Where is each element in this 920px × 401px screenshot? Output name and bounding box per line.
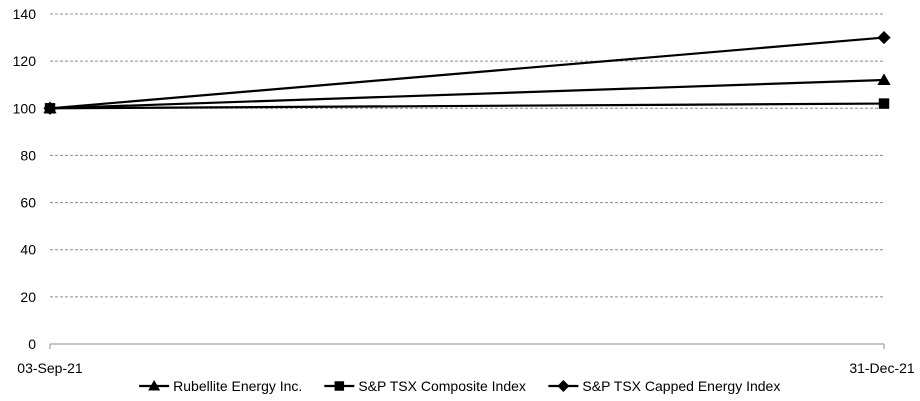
y-tick-label: 40 xyxy=(20,242,36,258)
y-tick-label: 120 xyxy=(13,53,37,69)
y-tick-label: 0 xyxy=(28,336,36,352)
y-tick-label: 80 xyxy=(20,147,36,163)
y-tick-labels: 0 20 40 60 80 100 120 140 xyxy=(13,6,37,352)
legend-marker-diamond xyxy=(557,380,570,392)
series-line xyxy=(49,36,885,110)
x-tick-label: 03-Sep-21 xyxy=(17,360,83,376)
legend: Rubellite Energy Inc. S&P TSX Composite I… xyxy=(139,378,780,394)
series-2 xyxy=(44,98,890,114)
legend-item-3: S&P TSX Capped Energy Index xyxy=(548,378,780,394)
series-line xyxy=(49,78,885,110)
legend-label: S&P TSX Capped Energy Index xyxy=(582,378,780,394)
legend-item-1: Rubellite Energy Inc. xyxy=(139,378,302,394)
data-point-diamond xyxy=(43,101,57,115)
x-tick-label: 31-Dec-21 xyxy=(849,360,915,376)
x-tick-labels: 03-Sep-21 31-Dec-21 xyxy=(17,360,915,376)
gridlines xyxy=(50,13,884,298)
legend-label: Rubellite Energy Inc. xyxy=(173,378,302,394)
y-tick-label: 140 xyxy=(13,6,37,22)
axes xyxy=(49,343,885,349)
series-3 xyxy=(43,30,891,115)
legend-marker-square xyxy=(334,381,345,391)
y-tick-label: 20 xyxy=(20,289,36,305)
legend-label: S&P TSX Composite Index xyxy=(358,378,526,394)
y-tick-label: 100 xyxy=(13,100,37,116)
data-point-diamond xyxy=(877,30,891,45)
data-point-square xyxy=(878,98,890,109)
y-tick-label: 60 xyxy=(20,195,36,211)
data-point-triangle xyxy=(877,73,891,85)
legend-item-2: S&P TSX Composite Index xyxy=(324,378,526,394)
legend-marker-triangle xyxy=(148,380,161,391)
series-line xyxy=(49,102,885,110)
series xyxy=(43,30,891,115)
